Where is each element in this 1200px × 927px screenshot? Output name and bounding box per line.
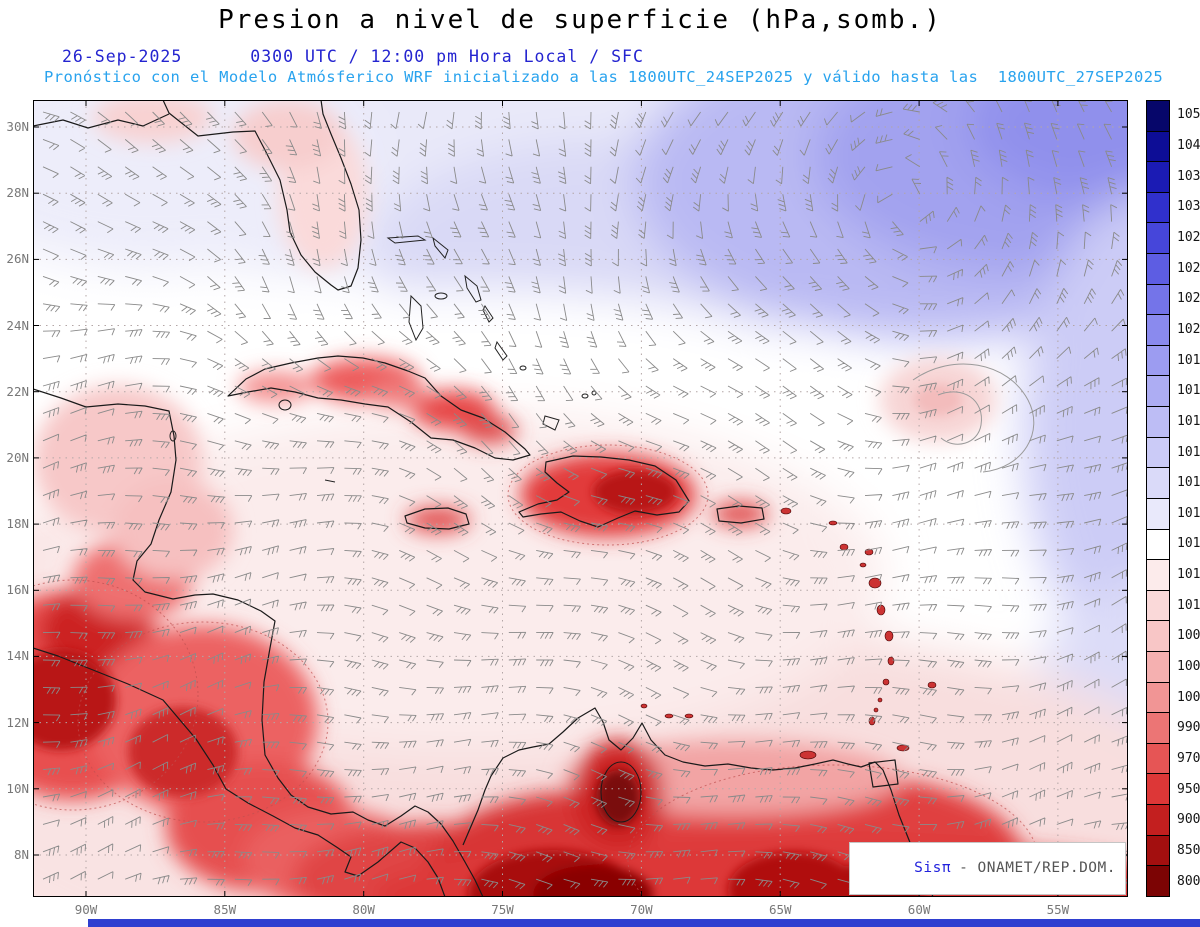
colorbar-cell [1147, 467, 1169, 498]
lat-tick-label: 10N [6, 780, 29, 796]
colorbar-cell [1147, 497, 1169, 529]
lat-tick-label: 24N [6, 317, 29, 333]
colorbar-value-label: 1020 [1177, 321, 1200, 337]
colorbar-value-label: 1018 [1177, 383, 1200, 399]
colorbar-value-label: 850 [1177, 843, 1200, 859]
lat-tick-label: 20N [6, 449, 29, 465]
map-area: Sisπ - ONAMET/REP.DOM. [33, 100, 1128, 897]
colorbar-cell [1147, 436, 1169, 468]
colorbar-value-label: 1016 [1177, 444, 1200, 460]
colorbar-value-label: 1014 [1177, 505, 1200, 521]
lat-tick-label: 22N [6, 383, 29, 399]
colorbar-value-label: 1040 [1177, 137, 1200, 153]
colorbar-cell [1147, 222, 1169, 254]
attribution-brand: Sisπ [914, 860, 952, 876]
bottom-blue-bar [88, 919, 1200, 927]
lat-tick-label: 28N [6, 185, 29, 201]
lat-lon-gridlines [33, 100, 1128, 897]
colorbar-cell [1147, 589, 1169, 621]
attribution-badge: Sisπ - ONAMET/REP.DOM. [848, 842, 1126, 895]
lat-tick-label: 30N [6, 119, 29, 134]
colorbar-value-label: 800 [1177, 873, 1200, 889]
colorbar-value-label: 970 [1177, 751, 1200, 767]
colorbar-value-label: 950 [1177, 781, 1200, 797]
lat-tick-label: 16N [6, 582, 29, 598]
colorbar-cell [1147, 865, 1169, 896]
colorbar-cell [1147, 101, 1169, 131]
colorbar-cell [1147, 620, 1169, 651]
lon-tick-label: 75W [491, 902, 514, 917]
colorbar-value-label: 1013 [1177, 536, 1200, 552]
forecast-line: Pronóstico con el Modelo Atmósferico WRF… [44, 68, 1164, 86]
colorbar [1146, 100, 1170, 897]
colorbar-cell [1147, 742, 1169, 774]
colorbar-cell [1147, 804, 1169, 835]
lon-tick-label: 60W [907, 902, 931, 917]
colorbar-value-label: 1006 [1177, 659, 1200, 675]
lon-tick-label: 70W [630, 902, 653, 917]
lat-tick-label: 12N [6, 714, 29, 730]
lon-tick-label: 80W [352, 902, 375, 917]
datetime-line: 26-Sep-2025 0300 UTC / 12:00 pm Hora Loc… [62, 47, 644, 66]
page-title: Presion a nivel de superficie (hPa,somb.… [218, 5, 942, 35]
attribution-text: - ONAMET/REP.DOM. [959, 860, 1116, 876]
run-date: 26-Sep-2025 [62, 47, 183, 66]
colorbar-cell [1147, 314, 1169, 345]
colorbar-value-label: 1010 [1177, 597, 1200, 613]
isobar-swirl-lines [912, 363, 1035, 473]
valid-time: 0300 UTC / 12:00 pm Hora Local / SFC [250, 47, 644, 66]
colorbar-cell [1147, 406, 1169, 437]
colorbar-cell [1147, 161, 1169, 192]
colorbar-value-label: 1028 [1177, 229, 1200, 245]
colorbar-cell [1147, 253, 1169, 284]
lat-tick-label: 26N [6, 251, 29, 267]
axis-ticks [33, 100, 1128, 897]
lat-tick-label: 18N [6, 516, 29, 532]
colorbar-cell [1147, 130, 1169, 162]
colorbar-value-label: 900 [1177, 812, 1200, 828]
colorbar-value-label: 990 [1177, 720, 1200, 736]
lat-tick-label: 8N [13, 846, 29, 862]
colorbar-value-label: 1025 [1177, 260, 1200, 276]
colorbar-cell [1147, 528, 1169, 560]
colorbar-value-label: 1022 [1177, 291, 1200, 307]
colorbar-cell [1147, 712, 1169, 743]
colorbar-value-label: 1050 [1177, 107, 1200, 123]
pressure-field-cores [33, 384, 962, 897]
pressure-shading-map [33, 100, 1128, 897]
coastlines [33, 100, 934, 897]
lon-tick-label: 65W [768, 902, 792, 917]
small-islands [169, 235, 937, 760]
lon-tick-label: 55W [1046, 902, 1070, 917]
colorbar-value-label: 1030 [1177, 199, 1200, 215]
colorbar-cell [1147, 681, 1169, 713]
colorbar-cell [1147, 283, 1169, 315]
colorbar-value-label: 1000 [1177, 689, 1200, 705]
colorbar-cell [1147, 559, 1169, 590]
colorbar-cell [1147, 773, 1169, 805]
colorbar-cell [1147, 344, 1169, 376]
colorbar-cell [1147, 834, 1169, 866]
colorbar-value-label: 1019 [1177, 352, 1200, 368]
wind-barbs [42, 100, 1128, 890]
lon-tick-label: 90W [74, 902, 98, 917]
colorbar-cell [1147, 191, 1169, 223]
colorbar-value-label: 1015 [1177, 475, 1200, 491]
colorbar-cell [1147, 650, 1169, 682]
colorbar-value-label: 1012 [1177, 567, 1200, 583]
map-frame [33, 100, 1128, 897]
colorbar-value-label: 1017 [1177, 413, 1200, 429]
lat-tick-label: 14N [6, 648, 29, 664]
colorbar-value-label: 1008 [1177, 628, 1200, 644]
colorbar-cell [1147, 375, 1169, 407]
lon-tick-label: 85W [213, 902, 237, 917]
colorbar-value-label: 1035 [1177, 168, 1200, 184]
